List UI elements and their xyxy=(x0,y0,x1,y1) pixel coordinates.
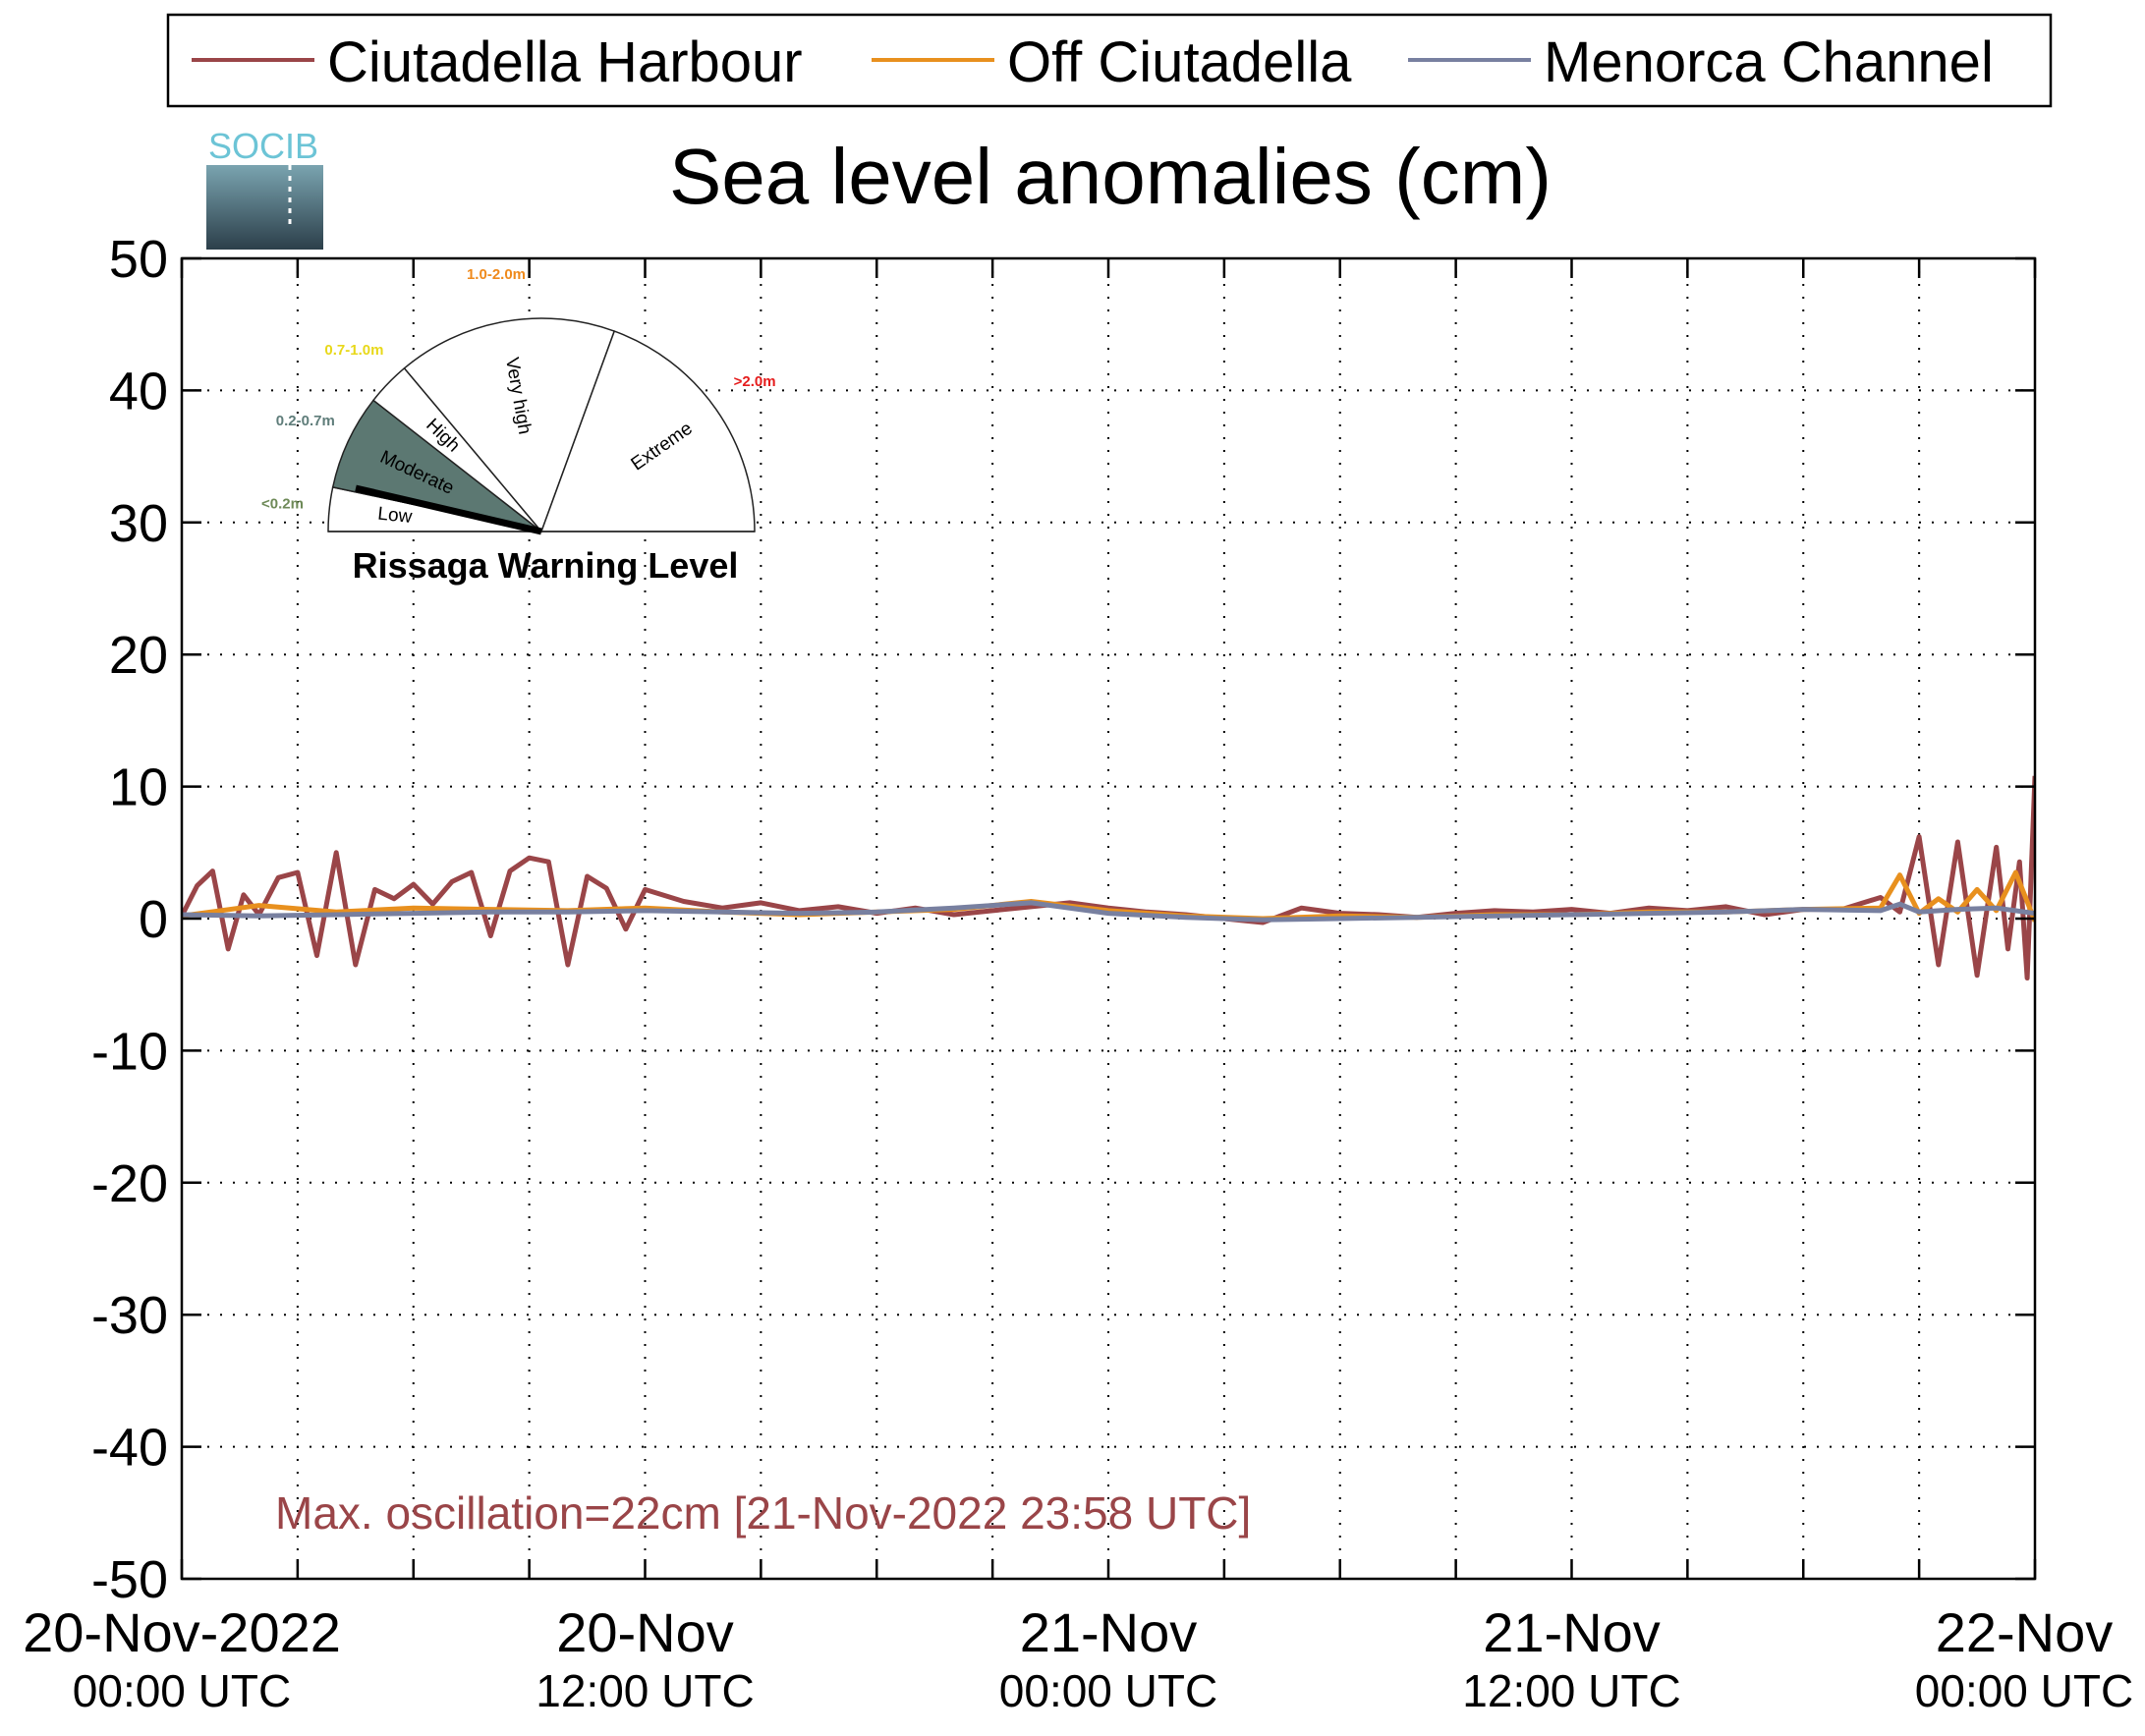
gauge-range-label-moderate: 0.2-0.7m xyxy=(276,413,335,429)
legend-label-ciutadella-harbour: Ciutadella Harbour xyxy=(327,30,803,94)
y-tick-label: 40 xyxy=(109,362,168,420)
x-tick-label-time: 12:00 UTC xyxy=(536,1665,754,1716)
logo-text: SOCIB xyxy=(208,126,318,166)
y-tick-label: -20 xyxy=(91,1154,168,1213)
gauge-range-label-high: 0.7-1.0m xyxy=(324,342,383,359)
x-tick-label-date: 22-Nov xyxy=(1936,1601,2114,1663)
socib-logo: SOCIB xyxy=(206,126,323,250)
series-layer xyxy=(182,775,2035,980)
x-tick-label-date: 21-Nov xyxy=(1020,1601,1198,1663)
gauge-range-label-extreme: >2.0m xyxy=(734,373,776,390)
chart-title: Sea level anomalies (cm) xyxy=(669,133,1552,220)
legend-label-menorca-channel: Menorca Channel xyxy=(1544,30,1994,94)
gauge-sector-very-high xyxy=(403,317,616,533)
max-oscillation-annotation: Max. oscillation=22cm [21-Nov-2022 23:58… xyxy=(275,1487,1251,1539)
gauge-needle xyxy=(355,484,542,535)
axis-ticks xyxy=(180,256,2037,1581)
gauge-level-label-low: Low xyxy=(376,504,413,529)
grid xyxy=(182,258,2035,1579)
x-tick-label-date: 21-Nov xyxy=(1483,1601,1661,1663)
y-tick-label: -50 xyxy=(91,1550,168,1609)
gauge-sector-moderate xyxy=(331,399,542,532)
x-tick-label-time: 00:00 UTC xyxy=(73,1665,291,1716)
gauge-title: Rissaga Warning Level xyxy=(353,545,739,586)
y-tick-label: -30 xyxy=(91,1286,168,1345)
series-line-menorca-channel xyxy=(182,900,2035,923)
gauge-sector-extreme xyxy=(539,330,756,532)
x-tick-label-date: 20-Nov-2022 xyxy=(23,1601,341,1663)
legend-label-off-ciutadella: Off Ciutadella xyxy=(1007,30,1352,94)
x-tick-label-date: 20-Nov xyxy=(556,1601,734,1663)
legend: Ciutadella Harbour Off Ciutadella Menorc… xyxy=(166,13,2053,108)
x-tick-label-time: 00:00 UTC xyxy=(1915,1665,2133,1716)
y-tick-label: 20 xyxy=(109,626,168,685)
x-tick-label-time: 00:00 UTC xyxy=(999,1665,1217,1716)
y-axis-tick-labels: 50 40 30 20 10 0 -10 -20 -30 -40 -50 xyxy=(91,230,168,1609)
y-tick-label: 10 xyxy=(109,758,168,817)
gauge-range-label-low: <0.2m xyxy=(261,495,304,512)
y-tick-label: 0 xyxy=(139,890,168,949)
y-tick-label: 50 xyxy=(109,230,168,289)
y-tick-label: -10 xyxy=(91,1022,168,1081)
gauge-range-label-very-high: 1.0-2.0m xyxy=(467,266,526,283)
y-tick-label: 30 xyxy=(109,494,168,553)
y-tick-label: -40 xyxy=(91,1419,168,1478)
x-tick-label-time: 12:00 UTC xyxy=(1462,1665,1680,1716)
